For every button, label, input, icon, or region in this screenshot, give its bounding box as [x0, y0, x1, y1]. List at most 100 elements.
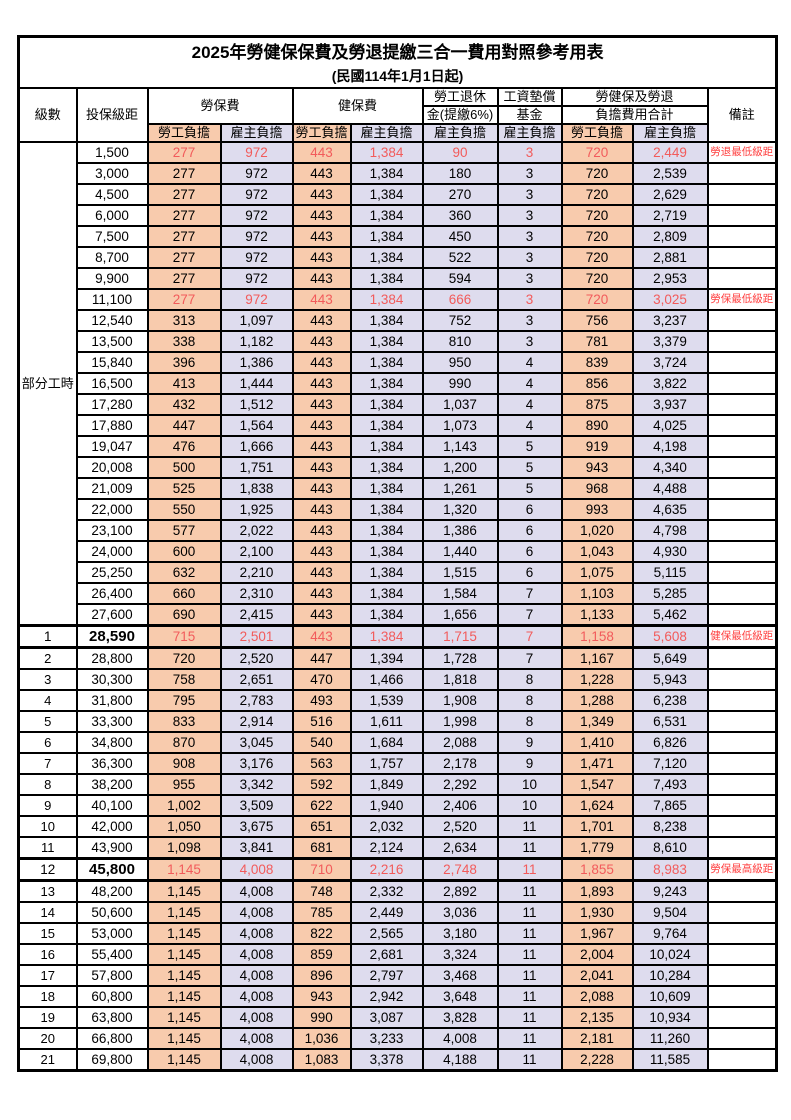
value-cell: 1,073: [421, 414, 499, 437]
bracket-cell: 24,000: [75, 540, 149, 563]
value-cell: 2,041: [560, 964, 634, 987]
value-cell: 720: [560, 183, 634, 206]
header-row-1: 級數 投保級距 勞保費 健保費 勞工退休 工資墊償 勞健保及勞退 備註: [17, 87, 778, 143]
value-cell: 1,384: [349, 498, 424, 521]
value-cell: 413: [146, 372, 222, 395]
value-cell: 270: [421, 183, 499, 206]
value-cell: 908: [146, 752, 222, 775]
value-cell: 681: [291, 836, 352, 860]
col-header-bracket: 投保級距: [75, 87, 149, 143]
value-cell: 4,008: [219, 857, 294, 882]
value-cell: 443: [291, 351, 352, 374]
value-cell: 7: [496, 624, 563, 649]
header-row-2: 金(提繳6%) 基金 負擔費用合計: [19, 105, 777, 125]
value-cell: 833: [146, 710, 222, 733]
value-cell: 4,188: [421, 1048, 499, 1072]
value-cell: 443: [291, 183, 352, 206]
value-cell: 1,037: [421, 393, 499, 416]
col-header-health-fee: 健保費: [291, 87, 424, 125]
value-cell: 1,384: [349, 372, 424, 395]
value-cell: 896: [291, 964, 352, 987]
table-row: 26,400 660 2,310 443 1,384 1,584 7 1,103 5,285: [19, 582, 778, 605]
value-cell: 1,145: [146, 879, 222, 903]
bracket-cell: 22,000: [75, 498, 149, 521]
value-cell: 1,471: [560, 752, 634, 775]
value-cell: 4,008: [219, 985, 294, 1008]
value-cell: 2,719: [631, 204, 709, 227]
remark-cell: [706, 519, 778, 542]
value-cell: 6,826: [631, 731, 709, 754]
value-cell: 577: [146, 519, 222, 542]
bracket-cell: 60,800: [75, 985, 149, 1008]
level-cell: 7: [17, 752, 78, 775]
bracket-cell: 45,800: [75, 857, 149, 882]
value-cell: 4,008: [219, 1027, 294, 1050]
value-cell: 2,210: [219, 561, 294, 584]
value-cell: 3,648: [421, 985, 499, 1008]
level-cell: 1: [17, 624, 78, 649]
level-cell: 17: [17, 964, 78, 987]
value-cell: 443: [291, 519, 352, 542]
value-cell: 785: [291, 901, 352, 924]
value-cell: 443: [291, 330, 352, 353]
value-cell: 622: [291, 794, 352, 817]
value-cell: 870: [146, 731, 222, 754]
table-row: 3 30,300 758 2,651 470 1,466 1,818 8 1,228 5,943: [17, 668, 778, 691]
value-cell: 950: [421, 351, 499, 374]
table-row: 17,880 447 1,564 443 1,384 1,073 4 890 4,025: [19, 414, 778, 437]
value-cell: 1,143: [421, 435, 499, 458]
value-cell: 11: [496, 815, 563, 838]
value-cell: 1,002: [146, 794, 222, 817]
level-cell: 5: [17, 710, 78, 733]
remark-cell: [706, 561, 778, 584]
col-header-wage-fund-2: 基金: [496, 105, 563, 125]
level-cell: 18: [17, 985, 78, 1008]
value-cell: 594: [421, 267, 499, 290]
value-cell: 1,584: [421, 582, 499, 605]
level-cell: 11: [17, 836, 78, 860]
value-cell: 1,444: [219, 372, 294, 395]
value-cell: 1,925: [219, 498, 294, 521]
bracket-cell: 11,100: [75, 288, 149, 311]
value-cell: 972: [219, 267, 294, 290]
value-cell: 715: [146, 624, 222, 649]
value-cell: 11: [496, 943, 563, 966]
value-cell: 1,818: [421, 668, 499, 691]
value-cell: 1,656: [421, 603, 499, 627]
page-subtitle: (民國114年1月1日起): [331, 67, 464, 84]
value-cell: 3: [496, 225, 563, 248]
value-cell: 2,032: [349, 815, 424, 838]
bracket-cell: 23,100: [75, 519, 149, 542]
remark-cell: [706, 836, 778, 860]
value-cell: 10: [496, 773, 563, 796]
table-row: 13 48,200 1,145 4,008 748 2,332 2,892 11 1,893 9,…: [17, 879, 778, 903]
remark-cell: [706, 603, 778, 627]
subheader-health-employee: 勞工負擔: [291, 123, 352, 143]
value-cell: 1,145: [146, 922, 222, 945]
bracket-cell: 25,250: [75, 561, 149, 584]
value-cell: 443: [291, 498, 352, 521]
value-cell: 11: [496, 857, 563, 882]
remark-cell: [706, 540, 778, 563]
table-row: 20 66,800 1,145 4,008 1,036 3,233 4,008 11 2,181…: [17, 1027, 778, 1050]
remark-cell: [706, 183, 778, 206]
value-cell: 2,953: [631, 267, 709, 290]
remark-cell: [706, 901, 778, 924]
value-cell: 1,384: [349, 330, 424, 353]
value-cell: 277: [146, 183, 222, 206]
table-row: 4,500 277 972 443 1,384 270 3 720 2,629: [19, 183, 778, 206]
value-cell: 748: [291, 879, 352, 903]
value-cell: 3: [496, 204, 563, 227]
value-cell: 990: [421, 372, 499, 395]
remark-cell: 勞保最低級距: [706, 288, 778, 311]
value-cell: 447: [291, 646, 352, 670]
table-body: 部分工時 1,500 277 972 443 1,384 90 3 720 2,449 勞退最低級距…: [17, 141, 778, 1072]
value-cell: 972: [219, 162, 294, 185]
value-cell: 8,610: [631, 836, 709, 860]
value-cell: 1,145: [146, 1006, 222, 1029]
bracket-cell: 33,300: [75, 710, 149, 733]
value-cell: 3,180: [421, 922, 499, 945]
remark-cell: [706, 498, 778, 521]
bracket-cell: 7,500: [75, 225, 149, 248]
value-cell: 1,145: [146, 857, 222, 882]
